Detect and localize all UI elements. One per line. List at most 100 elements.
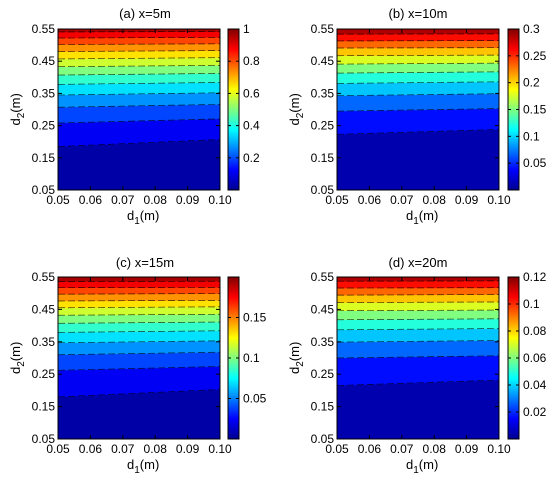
y-tick-label: 0.05 [32,183,56,197]
colorbar-tick-label: 0.04 [523,378,547,392]
contour-band [336,28,500,35]
chart-title: (c) x=15m [116,255,174,270]
contour-line [336,355,500,359]
colorbar-tick-label: 0.1 [523,297,540,311]
contour-band [57,389,221,440]
x-tick-label: 0.09 [176,442,200,456]
contour-line [57,118,221,124]
contour-band [57,313,221,324]
contour-band [57,321,221,333]
contour-band [57,65,221,76]
contour-band [57,287,221,295]
colorbar-tick-label: 0.4 [243,119,260,133]
x-tick-label: 0.05 [325,442,349,456]
colorbar-tick-label: 0.15 [243,311,267,325]
y-tick-label: 0.45 [311,54,335,68]
colorbar-tick-label: 0.1 [523,129,540,143]
y-tick-label: 0.25 [32,367,56,381]
colorbar [227,28,240,191]
contour-line [57,50,221,52]
colorbar-tick-label: 0.2 [523,76,540,90]
y-tick-label: 0.05 [311,432,335,446]
contour-band [57,306,221,316]
plot-frame [57,276,221,440]
chart-title: (b) x=10m [389,6,448,21]
y-tick-label: 0.35 [32,335,56,349]
contour-line [336,328,500,331]
x-axis-label: d1(m) [406,457,438,476]
contour-band [57,43,221,52]
contour-band [336,276,500,282]
plot-frame [57,28,221,191]
contour-line [336,93,500,97]
x-tick-label: 0.06 [79,442,103,456]
y-tick-label: 0.15 [311,400,335,414]
x-tick-label: 0.05 [46,442,70,456]
contour-line [57,351,221,356]
contour-line [57,330,221,333]
y-axis-label: d2(m) [287,342,306,374]
contour-band [57,340,221,356]
colorbar-tick-label: 0.8 [243,54,260,68]
colorbar-tick-label: 0.06 [523,351,547,365]
contour-band [336,47,500,57]
contour-band [336,108,500,135]
y-tick-label: 0.05 [32,432,56,446]
contour-band [336,54,500,65]
x-tick-label: 0.10 [487,442,511,456]
colorbar-tick-label: 0.15 [523,103,547,117]
x-tick-label: 0.10 [208,193,232,207]
colorbar-tick-label: 0.6 [243,86,260,100]
y-tick-label: 0.15 [32,400,56,414]
contour-band [336,318,500,331]
plot-frame [336,28,500,191]
contour-line [57,313,221,316]
colorbar-tick-label: 0.3 [523,22,540,36]
contour-band [336,81,500,96]
x-axis-label: d1(m) [127,457,159,476]
contour-line [336,294,500,296]
panel-3: 0.05 0.06 0.07 0.08 0.09 0.10 0.05 0.15 0.25 0.35… [8,255,267,476]
contour-band [57,276,221,282]
contour-line [57,299,221,302]
contour-band [336,309,500,321]
x-tick-label: 0.08 [423,193,447,207]
y-tick-label: 0.45 [311,302,335,316]
x-tick-label: 0.09 [455,193,479,207]
contour-band [336,62,500,74]
contour-band [336,33,500,42]
x-tick-label: 0.08 [144,442,168,456]
y-axis-label: d2(m) [287,93,306,125]
y-tick-label: 0.15 [32,151,56,165]
x-tick-label: 0.10 [487,193,511,207]
contour-line [57,43,221,45]
x-axis-label: d1(m) [406,208,438,227]
y-tick-label: 0.05 [311,183,335,197]
contour-band [336,129,500,191]
y-tick-label: 0.35 [311,86,335,100]
colorbar-tick-label: 0.25 [523,49,547,63]
contour-line [57,57,221,60]
contour-line [57,139,221,147]
contour-line [57,65,221,68]
contour-line [57,37,221,39]
contour-band [57,31,221,39]
x-tick-label: 0.07 [111,442,135,456]
contour-line [336,54,500,57]
y-tick-label: 0.25 [311,119,335,133]
x-tick-label: 0.06 [79,193,103,207]
contour-band [336,328,500,343]
contour-band [57,37,221,45]
contour-line [57,340,221,344]
colorbar-tick-label: 1 [243,22,250,36]
panel-1: 0.05 0.06 0.07 0.08 0.09 0.10 0.05 0.15 0.25 0.35… [8,6,260,227]
x-tick-label: 0.07 [390,442,414,456]
x-tick-label: 0.09 [455,442,479,456]
chart-title: (a) x=5m [119,6,171,21]
y-tick-label: 0.55 [311,270,335,284]
contour-line [336,340,500,343]
colorbar-tick-label: 0.08 [523,324,547,338]
contour-line [57,82,221,85]
y-tick-label: 0.45 [32,302,56,316]
